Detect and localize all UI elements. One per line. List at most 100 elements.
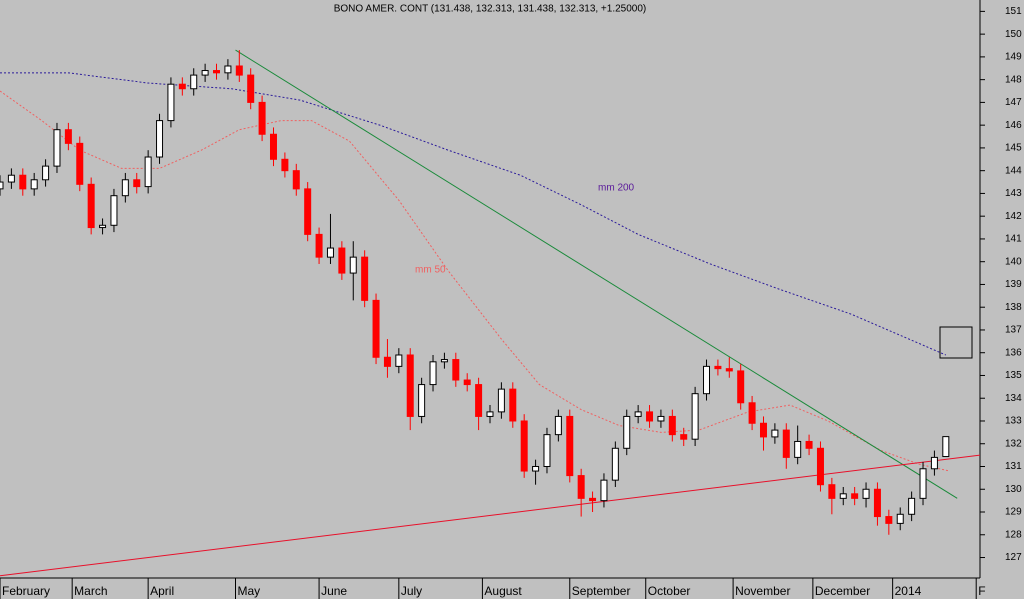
indicator-line [0,90,950,472]
candle-body [623,415,631,449]
x-tick-label: August [484,584,522,598]
candle-body [383,356,391,367]
candle-body [611,447,619,481]
candle-body [509,388,517,422]
y-tick-label: 132 [1005,438,1022,449]
y-tick-label: 138 [1005,302,1022,313]
candle-body [64,129,72,144]
marker-box [939,326,973,359]
y-tick-label: 149 [1005,52,1022,63]
candle-body [19,174,27,190]
candle-body [99,224,107,229]
candle-body [532,465,540,472]
indicator-line [0,72,947,356]
candle-body [908,497,916,515]
candle-body [395,354,403,367]
y-tick-label: 136 [1005,347,1022,358]
candle-body [543,434,551,467]
indicator-line [0,454,981,577]
candle-body [520,420,528,472]
x-tick-label: November [735,584,790,598]
candle-body [372,299,380,358]
candle-body [269,133,277,160]
candle-body [839,493,847,499]
candle-body [258,101,266,135]
y-tick-label: 139 [1005,279,1022,290]
candle-body [851,493,859,499]
y-tick-label: 137 [1005,325,1022,336]
candle-body [326,247,334,258]
candle-body [178,83,186,90]
candle-body [828,484,836,499]
candle-body [201,70,209,76]
series-label: mm 50 [415,265,446,276]
candle-body [87,183,95,229]
candle-body [42,165,50,181]
y-tick-label: 145 [1005,143,1022,154]
candle-body [167,83,175,122]
candle-body [566,415,574,477]
candle-body [885,516,893,524]
candle-body [737,370,745,404]
series-label: mm 200 [598,183,635,194]
y-tick-label: 127 [1005,552,1022,563]
candle-body [771,429,779,438]
candle-body [110,195,118,226]
candle-body [349,256,357,274]
candle-body [247,74,255,103]
x-tick-label: June [321,584,347,598]
x-tick-label: December [815,584,870,598]
candle-body [782,429,790,458]
x-tick-label: 2014 [895,584,922,598]
candle-body [133,179,141,188]
candle-body [429,361,437,386]
candle-body [53,129,61,167]
candle-body [816,447,824,486]
candle-body [213,70,221,74]
candle-body [338,247,346,274]
candle-body [714,365,722,370]
candle-body [0,181,4,190]
x-tick-label: February [2,584,50,598]
candle-body [919,468,927,499]
candle-body [315,233,323,258]
y-tick-label: 140 [1005,256,1022,267]
candle-body [657,415,665,422]
candle-body [486,411,494,417]
candle-body [76,142,84,185]
candle-body [668,415,676,436]
y-tick-label: 130 [1005,484,1022,495]
y-tick-label: 133 [1005,416,1022,427]
y-tick-label: 128 [1005,529,1022,540]
candle-body [589,497,597,502]
candle-body [440,359,448,363]
candle-body [725,368,733,372]
candle-body [680,434,688,440]
candle-body [190,74,198,90]
candle-body [475,384,483,417]
candle-body [703,365,711,395]
y-tick-label: 147 [1005,97,1022,108]
candle-body [497,388,505,413]
candle-body [691,393,699,440]
y-tick-label: 150 [1005,29,1022,40]
y-tick-label: 146 [1005,120,1022,131]
candle-body [873,488,881,518]
candle-body [862,488,870,499]
candle-body [224,65,232,74]
candle-body [794,440,802,458]
candle-body [121,179,129,197]
candle-body [646,411,654,422]
x-tick-label: March [74,584,107,598]
x-tick-label: April [150,584,174,598]
candle-body [930,456,938,470]
candle-body [805,440,813,449]
candle-body [361,256,369,301]
y-tick-label: 135 [1005,370,1022,381]
y-tick-label: 141 [1005,234,1022,245]
candle-body [896,513,904,524]
x-tick-label: September [572,584,631,598]
candle-body [304,188,312,235]
